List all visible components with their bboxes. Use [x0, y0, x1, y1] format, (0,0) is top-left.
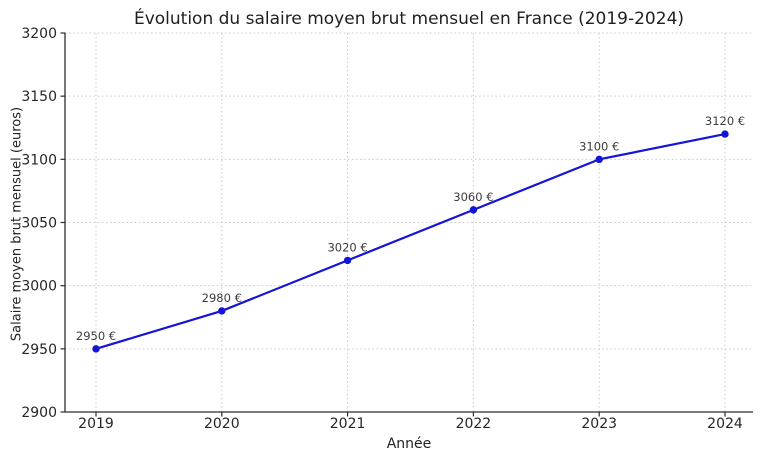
salary-trend-line: [94, 132, 727, 350]
y-axis-label: Salaire moyen brut mensuel (euros): [9, 106, 25, 342]
y-tick-label: 3150: [21, 89, 57, 105]
data-point-marker: [343, 256, 352, 265]
x-tick-label: 2019: [78, 416, 114, 432]
x-tick-label: 2022: [456, 416, 492, 432]
data-point-marker: [218, 307, 226, 315]
data-point-marker: [92, 345, 100, 353]
x-axis-label: Année: [386, 436, 432, 452]
x-tick-label: 2020: [204, 416, 240, 432]
data-point-marker: [721, 130, 729, 138]
data-point-marker: [595, 155, 603, 164]
y-tick-label: 2950: [21, 342, 57, 358]
chart-title: Évolution du salaire moyen brut mensuel …: [133, 9, 685, 29]
x-tick-label: 2021: [330, 416, 366, 432]
y-tick-label: 2900: [21, 405, 57, 421]
y-tick-label: 3050: [21, 216, 57, 232]
y-tick-label: 3000: [21, 279, 57, 295]
data-point-label: 2950 €: [76, 329, 116, 343]
data-point-label: 3100 €: [579, 139, 619, 153]
y-tick-label: 3200: [21, 26, 57, 42]
data-point-label: 3120 €: [705, 114, 745, 128]
data-point-marker: [469, 206, 478, 214]
data-point-label: 3060 €: [453, 190, 493, 204]
x-tick-label: 2024: [707, 416, 743, 432]
x-tick-label: 2023: [581, 416, 617, 432]
y-tick-label: 3100: [21, 152, 57, 168]
data-point-label: 2980 €: [202, 291, 242, 305]
data-point-label: 3020 €: [327, 240, 367, 254]
